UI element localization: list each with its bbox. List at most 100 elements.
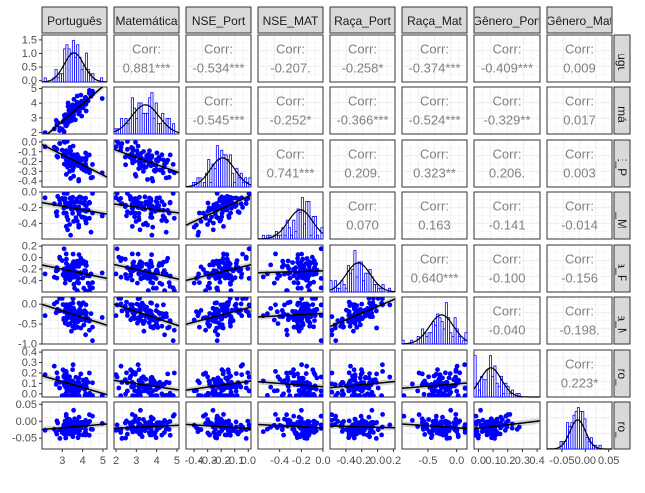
scatter-point: [330, 389, 335, 395]
scatter-point: [78, 303, 84, 308]
strip-right-label: Gênero_Port: [615, 339, 629, 408]
x-tick-label: -0.4: [270, 455, 289, 467]
panel-r6-c5: [401, 349, 468, 398]
scatter-point: [57, 254, 62, 260]
corr-label: Corr:: [276, 147, 305, 162]
scatter-point: [148, 308, 154, 314]
histogram-bar: [228, 154, 232, 188]
scatter-point: [125, 276, 130, 281]
scatter-point: [118, 144, 124, 150]
scatter-point: [445, 393, 451, 397]
x-tick-label: -0.2: [212, 455, 231, 467]
scatter-point: [351, 328, 356, 334]
corr-value: 0.223*: [561, 376, 599, 391]
scatter-point: [284, 370, 289, 376]
strip-background: [257, 6, 324, 34]
scatter-point: [67, 160, 72, 166]
scatter-point: [57, 197, 62, 203]
scatter-point: [64, 256, 69, 262]
scatter-point: [135, 297, 141, 302]
scatter-point: [475, 435, 481, 441]
panel-r2-c3: Corr: 0.741***: [257, 139, 324, 188]
x-axis-4: -0.4-0.20.0 0.2: [336, 449, 401, 467]
scatter-point: [246, 313, 251, 318]
panel-r7-c0: [41, 401, 108, 450]
scatter-point: [142, 318, 148, 324]
scatter-point: [309, 254, 315, 260]
scatter-point: [116, 297, 122, 301]
scatter-point: [73, 199, 79, 205]
scatter-point: [284, 412, 289, 418]
scatter-layer: [114, 192, 179, 238]
scatter-point: [76, 211, 82, 217]
scatter-point: [243, 201, 249, 207]
strip-right-label: NSE_MAT: [615, 188, 629, 244]
scatter-point: [453, 416, 459, 422]
scatter-point: [53, 310, 59, 316]
scatter-point: [155, 325, 161, 330]
scatter-point: [71, 219, 76, 224]
y-tick-label: -1.0: [18, 339, 37, 351]
scatter-point: [90, 338, 95, 344]
scatter-point: [82, 308, 87, 314]
y-axis-6: 0.40.30.20.10.0: [22, 347, 42, 400]
panel-r1-c6: Corr: -0.329**: [473, 86, 541, 135]
scatter-point: [64, 214, 70, 220]
strip-background: [613, 86, 631, 135]
scatter-point: [474, 430, 479, 436]
scatter-point: [295, 280, 301, 286]
scatter-point: [145, 288, 151, 292]
scatter-point: [453, 412, 459, 417]
fit-line: [114, 203, 179, 214]
scatter-point: [123, 391, 128, 397]
strip-background: [473, 6, 541, 34]
corr-value: -0.258*: [342, 61, 384, 76]
scatter-point: [295, 285, 301, 291]
scatter-point: [387, 422, 393, 428]
scatter-point: [130, 210, 136, 215]
histogram-bar: [316, 234, 320, 240]
scatter-point: [78, 325, 84, 331]
scatter-point: [144, 199, 150, 205]
scatter-point: [291, 373, 297, 379]
scatter-point: [304, 272, 310, 277]
scatter-point: [330, 418, 335, 423]
scatter-point: [139, 300, 145, 306]
scatter-point: [312, 393, 317, 397]
right-strip-6: Gênero_Port: [613, 339, 631, 408]
scatter-point: [116, 254, 122, 260]
scatter-point: [149, 252, 155, 258]
fit-line: [258, 270, 323, 274]
panel-r2-c1: [113, 139, 180, 188]
scatter-point: [375, 427, 381, 433]
density-curve: [473, 367, 540, 398]
scatter-layer: [42, 407, 107, 441]
scatter-point: [358, 379, 364, 385]
scatter-point: [57, 141, 62, 146]
x-tick-label: 0.1: [485, 455, 500, 467]
scatter-point: [42, 130, 48, 134]
scatter-point: [245, 370, 251, 376]
scatter-point: [83, 393, 89, 397]
density-curve: [185, 157, 252, 188]
scatter-point: [144, 261, 150, 267]
scatter-point: [70, 251, 76, 257]
fit-line: [114, 148, 179, 174]
scatter-point: [499, 417, 505, 422]
scatter-point: [207, 311, 213, 316]
scatter-point: [221, 259, 226, 265]
scatter-point: [86, 432, 92, 438]
scatter-point: [303, 393, 308, 397]
y-tick-label: 0.2: [22, 367, 37, 379]
scatter-point: [229, 427, 235, 432]
scatter-point: [135, 362, 141, 368]
scatter-point: [299, 251, 304, 257]
scatter-point: [136, 416, 142, 422]
scatter-point: [426, 392, 432, 397]
scatter-point: [78, 255, 84, 261]
panel-r5-c4: [329, 296, 396, 345]
scatter-point: [144, 385, 150, 390]
scatter-point: [234, 297, 240, 301]
top-strip-6: Gênero_Port: [473, 6, 541, 34]
scatter-point: [76, 393, 82, 397]
